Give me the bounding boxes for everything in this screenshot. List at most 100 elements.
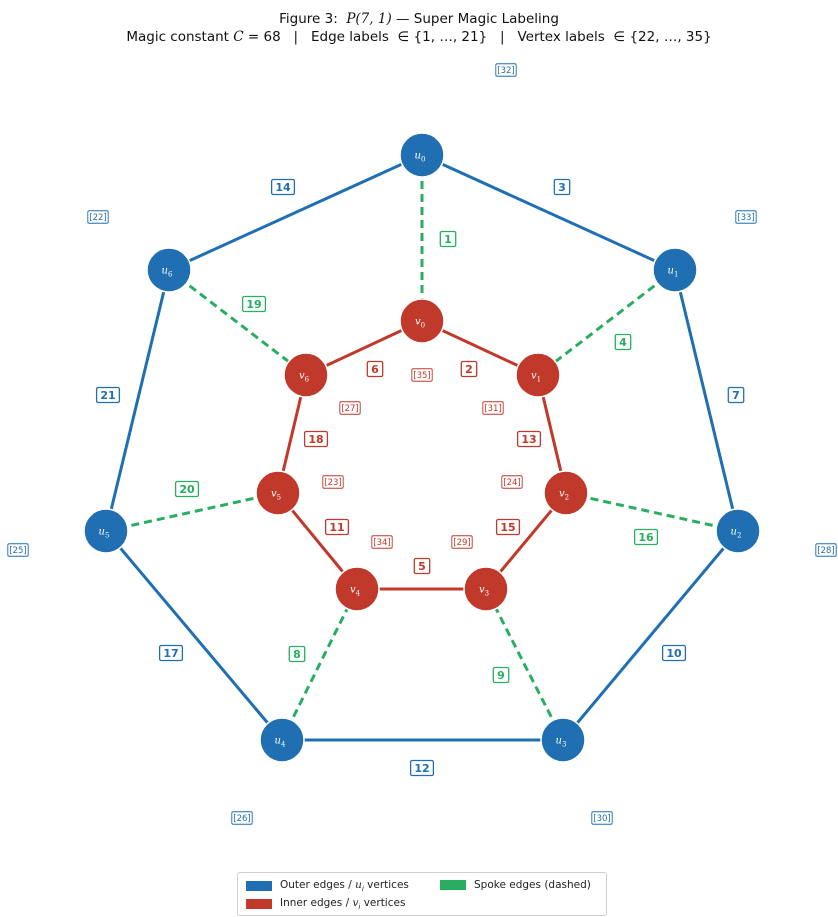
spoke-edge-label-2-box: [633, 528, 659, 546]
spoke-edge-4: [280, 588, 359, 741]
spoke-edge-label-3-box: [492, 666, 510, 684]
spoke-edge-label-1: 4: [614, 333, 632, 351]
legend-label-inner: Inner edges / vi vertices: [280, 897, 406, 912]
inner-vertex-label-5-text: [23]: [324, 478, 341, 488]
spoke-edge-1: [537, 268, 676, 377]
outer-vertex-2-name: u2: [731, 527, 742, 540]
inner-edge-label-0: 2: [460, 360, 478, 378]
outer-edge-label-5: 21: [95, 386, 121, 404]
spoke-edge-label-5-box: [174, 480, 200, 498]
spoke-edge-label-6: 19: [241, 295, 267, 313]
inner-vertex-2: v2: [543, 470, 589, 516]
inner-vertex-label-0-box: [411, 368, 433, 382]
inner-vertex-0-node: [399, 298, 445, 344]
legend-label-spoke: Spoke edges (dashed): [474, 879, 591, 891]
outer-edge-label-1-text: 7: [732, 389, 740, 402]
outer-vertex-label-6-text: [22]: [89, 213, 106, 223]
inner-vertex-3: v3: [463, 566, 509, 612]
spoke-edge-label-2-text: 16: [638, 531, 654, 544]
inner-vertex-0-name: v0: [415, 317, 425, 330]
legend-item-outer: Outer edges / ui vertices: [246, 879, 409, 893]
spoke-edge-label-1-box: [614, 333, 632, 351]
outer-vertex-label-0-box: [495, 63, 517, 77]
outer-vertex-2: u2: [715, 508, 761, 554]
spoke-edge-5: [105, 491, 279, 533]
figure-title: Figure 3: P(7, 1) — Super Magic Labeling: [0, 10, 838, 28]
inner-vertex-label-4: [34]: [371, 535, 393, 549]
inner-vertex-4: v4: [334, 566, 380, 612]
outer-edge-1: [673, 269, 740, 532]
legend-item-spoke: Spoke edges (dashed): [440, 879, 591, 891]
inner-vertex-label-1-text: [31]: [484, 404, 501, 414]
outer-edge-label-5-box: [95, 386, 121, 404]
inner-vertex-5: v5: [255, 470, 301, 516]
outer-vertex-3-node: [540, 717, 586, 763]
inner-edge-label-5-box: [303, 430, 329, 448]
title-prefix: Figure 3:: [279, 11, 347, 27]
outer-vertex-label-5-box: [7, 543, 29, 557]
inner-vertex-1-node: [515, 352, 561, 398]
outer-edge-label-2-box: [661, 644, 687, 662]
spoke-edge-label-3: 9: [492, 666, 510, 684]
inner-edge-label-3: 5: [413, 557, 431, 575]
inner-edge-label-1-box: [516, 430, 542, 448]
outer-vertex-5-node: [83, 508, 129, 554]
inner-edge-label-1: 13: [516, 430, 542, 448]
inner-edge-label-2-box: [495, 518, 521, 536]
inner-edge-label-0-box: [460, 360, 478, 378]
outer-vertex-label-6-box: [87, 210, 109, 224]
outer-vertex-label-5: [25]: [7, 543, 29, 557]
spoke-edge-label-4: 8: [288, 645, 306, 663]
outer-vertex-label-3-text: [30]: [593, 814, 610, 824]
legend-label-outer: Outer edges / ui vertices: [280, 879, 409, 894]
outer-edge-6: [168, 153, 423, 272]
inner-edge-label-6-box: [366, 360, 384, 378]
inner-edge-label-2-text: 15: [500, 521, 515, 534]
inner-vertex-label-4-text: [34]: [373, 538, 390, 548]
outer-vertex-label-0: [32]: [495, 63, 517, 77]
inner-vertex-label-0-text: [35]: [413, 371, 430, 381]
inner-edge-label-4: 11: [324, 518, 350, 536]
outer-edge-label-4: 17: [158, 644, 184, 662]
spoke-edge-label-4-box: [288, 645, 306, 663]
outer-edge-2: [561, 530, 740, 741]
inner-edge-label-0-text: 2: [465, 363, 473, 376]
outer-vertex-6-name: u6: [162, 266, 173, 279]
inner-vertex-3-node: [463, 566, 509, 612]
legend: Outer edges / ui vertices Spoke edges (d…: [237, 872, 607, 916]
inner-vertex-label-4-box: [371, 535, 393, 549]
spoke-edge-label-6-text: 19: [246, 298, 261, 311]
inner-vertex-6: v6: [283, 352, 329, 398]
outer-vertex-label-3-box: [591, 811, 613, 825]
outer-vertex-label-4: [26]: [231, 811, 253, 825]
spoke-edge-label-0-text: 1: [444, 233, 452, 246]
outer-vertex-label-5-text: [25]: [9, 546, 26, 556]
inner-edge-label-2: 15: [495, 518, 521, 536]
inner-vertex-label-3-text: [29]: [453, 538, 470, 548]
outer-vertex-0-name: u0: [415, 151, 426, 164]
inner-edge-label-4-box: [324, 518, 350, 536]
outer-vertex-3: u3: [540, 717, 586, 763]
inner-vertex-2-node: [543, 470, 589, 516]
inner-edge-label-3-box: [413, 557, 431, 575]
inner-vertex-1: v1: [515, 352, 561, 398]
inner-vertex-0: v0: [399, 298, 445, 344]
legend-swatch-spoke: [440, 880, 466, 890]
inner-vertex-label-1-box: [482, 401, 504, 415]
outer-edge-label-0-text: 3: [558, 181, 566, 194]
outer-edge-label-3: 12: [409, 759, 435, 777]
spoke-edge-3: [484, 588, 565, 741]
inner-vertex-1-name: v1: [531, 371, 541, 384]
title-math: P(7, 1): [346, 11, 392, 27]
outer-edge-5: [104, 269, 171, 532]
outer-vertex-4-node: [259, 717, 305, 763]
outer-vertex-6: u6: [146, 247, 192, 293]
inner-vertex-label-6-box: [339, 401, 361, 415]
inner-vertex-label-6: [27]: [339, 401, 361, 415]
outer-vertex-label-6: [22]: [87, 210, 109, 224]
outer-edge-label-4-text: 17: [163, 647, 178, 660]
inner-vertex-label-5-box: [322, 475, 344, 489]
outer-vertex-label-1: [33]: [735, 210, 757, 224]
inner-vertex-label-0: [35]: [411, 368, 433, 382]
legend-swatch-outer: [246, 881, 272, 892]
